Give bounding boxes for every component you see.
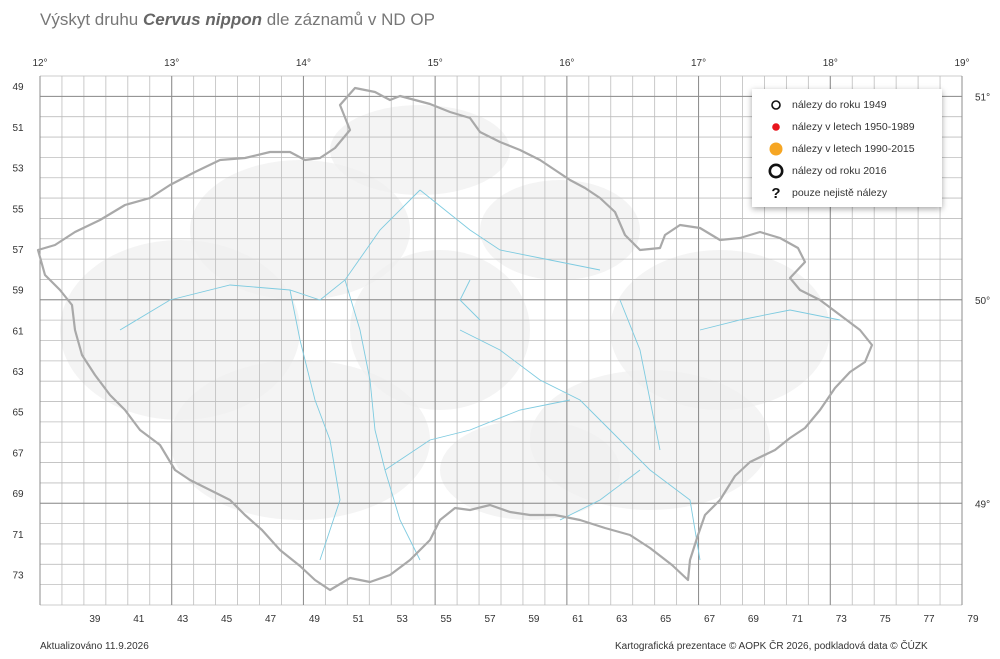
relief-patch [610, 250, 830, 410]
row-label: 73 [12, 570, 24, 581]
column-label: 55 [441, 614, 453, 625]
relief-shading [60, 105, 830, 520]
column-label: 53 [397, 614, 409, 625]
row-label: 71 [12, 530, 24, 541]
title-suffix: dle záznamů v ND OP [262, 10, 435, 29]
river [699, 309, 841, 331]
longitude-label: 16° [559, 58, 574, 69]
rivers [119, 189, 841, 561]
row-label: 65 [12, 408, 24, 419]
latitude-label: 49° [975, 499, 990, 510]
legend-label: nálezy v letech 1990-2015 [792, 143, 915, 155]
legend-label: nálezy v letech 1950-1989 [792, 121, 915, 133]
longitude-label: 19° [954, 58, 969, 69]
column-label: 45 [221, 614, 233, 625]
column-label: 47 [265, 614, 277, 625]
legend-label: pouze nejistě nálezy [792, 187, 888, 199]
column-label: 59 [528, 614, 540, 625]
legend-item-question-mark: ? pouze nejistě nálezy [752, 183, 942, 203]
species-name: Cervus nippon [143, 10, 263, 29]
relief-patch [480, 180, 640, 280]
river [289, 289, 341, 561]
river [559, 469, 641, 521]
column-label: 39 [89, 614, 101, 625]
orange-dot-icon [769, 142, 783, 156]
legend-label: nálezy do roku 1949 [792, 99, 887, 111]
small-ring-icon [771, 100, 781, 110]
row-label: 53 [12, 164, 24, 175]
row-label: 69 [12, 489, 24, 500]
longitude-label: 13° [164, 58, 179, 69]
legend-item-big-ring: nálezy od roku 2016 [752, 161, 942, 181]
column-label: 75 [880, 614, 892, 625]
relief-patch [170, 360, 430, 520]
relief-patch [440, 420, 620, 520]
row-label: 57 [12, 245, 24, 256]
legend-label: nálezy od roku 2016 [792, 165, 887, 177]
column-label: 67 [704, 614, 716, 625]
row-label: 49 [12, 82, 24, 93]
longitude-label: 15° [428, 58, 443, 69]
latitude-label: 50° [975, 296, 990, 307]
longitude-label: 12° [32, 58, 47, 69]
country-border [36, 86, 874, 592]
update-date: Aktualizováno 11.9.2026 [40, 641, 149, 652]
relief-patch [330, 105, 510, 195]
column-label: 41 [133, 614, 145, 625]
question-mark-icon: ? [771, 185, 780, 202]
longitude-label: 17° [691, 58, 706, 69]
legend-item-small-ring: nálezy do roku 1949 [752, 95, 942, 115]
legend-item-orange-dot: nálezy v letech 1990-2015 [752, 139, 942, 159]
legend-item-red-dot: nálezy v letech 1950-1989 [752, 117, 942, 137]
row-label: 67 [12, 448, 24, 459]
map-title: Výskyt druhu Cervus nippon dle záznamů v… [40, 10, 435, 30]
row-label: 63 [12, 367, 24, 378]
river [459, 329, 701, 561]
river [384, 399, 571, 471]
river [344, 279, 421, 561]
river [119, 189, 421, 331]
column-label: 73 [836, 614, 848, 625]
svg-text:?: ? [771, 185, 780, 202]
relief-patch [350, 250, 530, 410]
axis-labels: 12° 13° 14° 15° 16° 17° 18° 19° 51° 50° 49° 49 51 53 5… [12, 58, 990, 625]
column-label: 71 [792, 614, 804, 625]
column-label: 69 [748, 614, 760, 625]
column-label: 65 [660, 614, 672, 625]
river [419, 189, 601, 271]
column-label: 43 [177, 614, 189, 625]
longitude-label: 14° [296, 58, 311, 69]
river [619, 299, 661, 451]
column-label: 49 [309, 614, 321, 625]
column-label: 63 [616, 614, 628, 625]
row-label: 51 [12, 123, 24, 134]
latitude-label: 51° [975, 92, 990, 103]
longitude-label: 18° [823, 58, 838, 69]
row-label: 55 [12, 204, 24, 215]
column-label: 77 [924, 614, 936, 625]
row-label: 61 [12, 326, 24, 337]
red-dot-icon [772, 123, 780, 131]
column-label: 79 [967, 614, 979, 625]
legend: nálezy do roku 1949 nálezy v letech 1950… [752, 89, 942, 207]
river [459, 279, 481, 321]
title-prefix: Výskyt druhu [40, 10, 143, 29]
column-label: 57 [484, 614, 496, 625]
big-ring-icon [768, 163, 784, 179]
row-label: 59 [12, 286, 24, 297]
column-label: 61 [572, 614, 584, 625]
credits: Kartografická prezentace © AOPK ČR 2026,… [615, 641, 928, 652]
column-label: 51 [353, 614, 365, 625]
